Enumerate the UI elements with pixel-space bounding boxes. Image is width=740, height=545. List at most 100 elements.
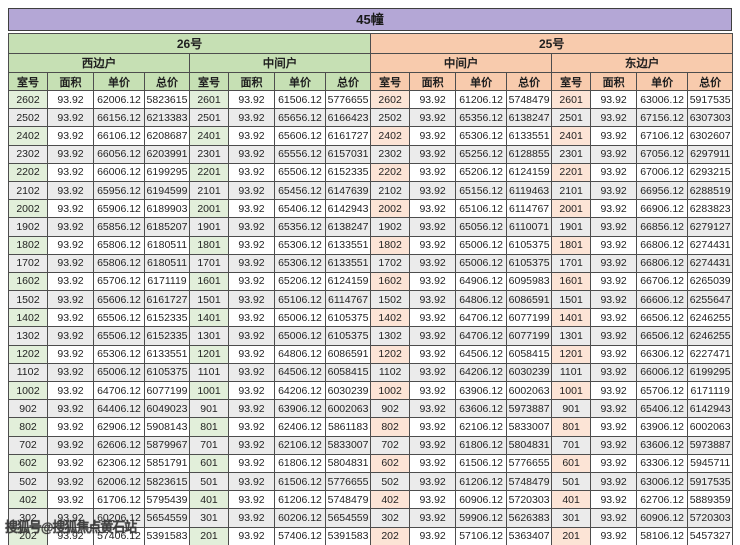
total-price-cell: 5908143 [144,417,190,437]
area-cell: 93.92 [228,235,275,255]
room-cell: 1701 [189,253,229,273]
total-price-cell: 5973887 [506,399,553,419]
area-cell: 93.92 [47,290,94,310]
unit-price-cell: 65706.12 [93,271,145,292]
unit-price-cell: 58106.12 [636,526,689,545]
unit-price-cell: 66306.12 [636,344,689,364]
area-cell: 93.92 [228,417,275,437]
table-row: 902 93.92 64406.12 6049023 901 93.92 63906.12 6… [8,399,734,419]
table-row: 2402 93.92 66106.12 6208687 2401 93.92 65606.1… [8,126,734,146]
unit-price-cell: 64506.12 [455,344,508,364]
area-cell: 93.92 [590,453,638,473]
room-cell: 201 [189,526,229,545]
unit-price-cell: 65306.12 [274,235,326,255]
unit-price-cell: 61806.12 [274,453,326,473]
unit-price-cell: 65206.12 [274,271,326,292]
area-cell: 93.92 [590,326,638,346]
area-cell: 93.92 [590,435,638,455]
area-cell: 93.92 [47,235,94,255]
unit-price-cell: 64806.12 [274,344,326,364]
room-cell: 2401 [189,126,229,146]
total-price-cell: 6279127 [687,217,734,237]
room-cell: 1702 [8,253,48,273]
unit-price-cell: 61506.12 [274,89,326,110]
col-header-room: 室号 [551,72,592,91]
room-cell: 2101 [551,180,592,201]
total-price-cell: 6199295 [144,162,190,182]
total-price-cell: 5833007 [324,435,372,455]
room-cell: 1702 [370,253,411,273]
area-cell: 93.92 [409,108,457,128]
unit-price-cell: 64506.12 [274,362,326,383]
total-price-cell: 6297911 [687,144,734,164]
total-price-cell: 6180511 [144,235,190,255]
table-row: 1002 93.92 64706.12 6077199 1001 93.92 64206.1… [8,380,734,401]
total-price-cell: 6002063 [324,399,372,419]
total-price-cell: 6152335 [144,326,190,346]
total-price-cell: 6152335 [324,162,372,182]
total-price-cell: 6199295 [687,362,734,383]
total-price-cell: 6142943 [324,199,372,219]
total-price-cell: 6133551 [324,235,372,255]
total-price-cell: 5720303 [506,490,553,510]
area-cell: 93.92 [590,271,638,292]
unit-price-cell: 64906.12 [455,271,508,292]
area-cell: 93.92 [228,253,275,273]
area-cell: 93.92 [228,162,275,182]
unit-price-cell: 63006.12 [636,89,689,110]
unit-price-cell: 65156.12 [455,180,508,201]
unit-price-cell: 62906.12 [93,417,145,437]
unit-price-cell: 61506.12 [455,453,508,473]
table-row: 1502 93.92 65606.12 6161727 1501 93.92 65106.1… [8,290,734,310]
room-cell: 1202 [8,344,48,364]
area-cell: 93.92 [47,253,94,273]
room-cell: 301 [551,508,592,528]
unit-price-cell: 66506.12 [636,326,689,346]
area-cell: 93.92 [47,453,94,473]
unit-price-cell: 65006.12 [274,308,326,328]
area-cell: 93.92 [47,490,94,510]
table-row: 2202 93.92 66006.12 6199295 2201 93.92 65506.1… [8,162,734,182]
room-cell: 1501 [551,290,592,310]
unit-price-cell: 65656.12 [274,108,326,128]
unit-price-cell: 63006.12 [636,471,689,492]
room-cell: 1002 [370,380,411,401]
area-cell: 93.92 [47,471,94,492]
room-cell: 701 [189,435,229,455]
room-cell: 1301 [551,326,592,346]
area-cell: 93.92 [590,199,638,219]
unit-price-cell: 65806.12 [93,253,145,273]
room-cell: 602 [8,453,48,473]
room-cell: 2602 [8,89,48,110]
area-cell: 93.92 [47,435,94,455]
total-price-cell: 5973887 [687,435,734,455]
total-price-cell: 5917535 [687,89,734,110]
area-cell: 93.92 [409,199,457,219]
group-middle-25-label: 中间户 [370,53,553,73]
total-price-cell: 6128855 [506,144,553,164]
area-cell: 93.92 [228,526,275,545]
table-row: 302 93.92 60206.12 5654559 301 93.92 60206.12 5… [8,508,734,528]
room-cell: 502 [370,471,411,492]
total-price-cell: 5457327 [687,526,734,545]
total-price-cell: 6152335 [144,308,190,328]
area-cell: 93.92 [590,344,638,364]
room-cell: 2002 [370,199,411,219]
room-cell: 2601 [189,89,229,110]
total-price-cell: 5861183 [324,417,372,437]
unit-price-cell: 66806.12 [636,235,689,255]
total-price-cell: 5851791 [144,453,190,473]
unit-price-cell: 57406.12 [274,526,326,545]
unit-price-cell: 60906.12 [455,490,508,510]
total-price-cell: 5823615 [144,89,190,110]
total-price-cell: 6246255 [687,308,734,328]
unit-price-cell: 65106.12 [274,290,326,310]
col-header-unit-price: 单价 [636,72,689,91]
total-price-cell: 6086591 [324,344,372,364]
col-header-unit-price: 单价 [455,72,508,91]
total-price-cell: 6124159 [506,162,553,182]
total-price-cell: 6161727 [144,290,190,310]
room-cell: 2401 [551,126,592,146]
total-price-cell: 5795439 [144,490,190,510]
